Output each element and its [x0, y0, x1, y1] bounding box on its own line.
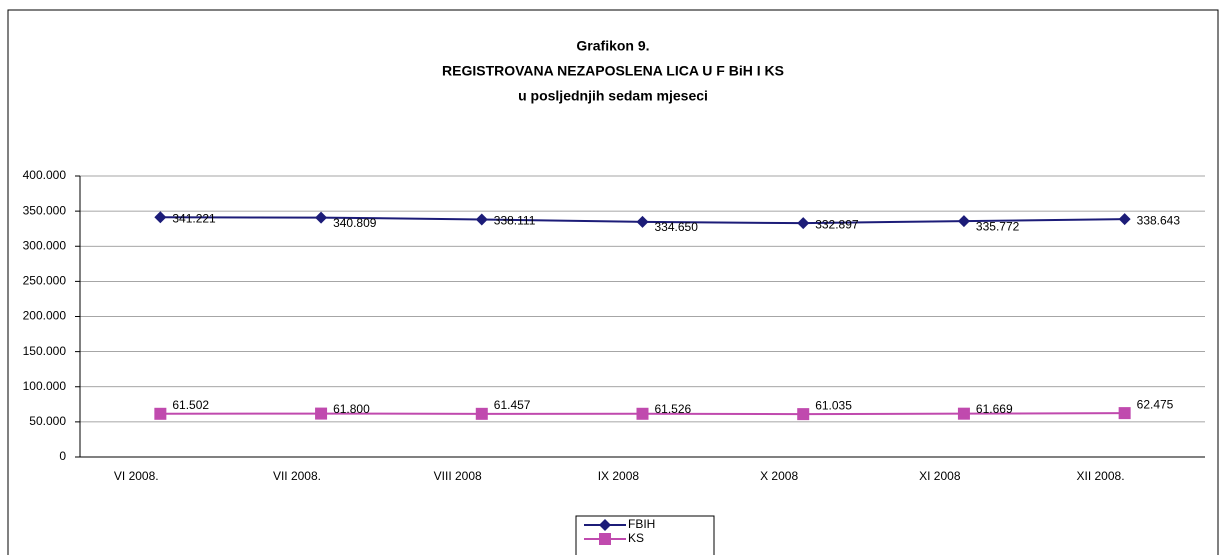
data-point: [957, 215, 970, 228]
legend-label: FBIH: [628, 517, 655, 531]
x-tick-label: XII 2008.: [1077, 469, 1125, 483]
data-point: [797, 217, 810, 230]
legend-marker: [599, 519, 611, 531]
chart-frame: [7, 9, 1219, 555]
y-tick-label: 350.000: [23, 203, 67, 217]
x-tick-label: VII 2008.: [273, 469, 321, 483]
data-point: [475, 213, 488, 226]
y-tick-label: 250.000: [23, 274, 67, 288]
data-point: [315, 407, 328, 420]
data-label: 61.526: [655, 402, 692, 416]
data-label: 338.643: [1137, 213, 1181, 227]
x-tick-label: VI 2008.: [114, 469, 159, 483]
data-point: [154, 407, 167, 420]
y-tick-label: 400.000: [23, 168, 67, 182]
data-point: [797, 408, 810, 421]
x-tick-label: VIII 2008: [434, 469, 482, 483]
data-label: 61.800: [333, 402, 370, 416]
chart-title: REGISTROVANA NEZAPOSLENA LICA U F BiH I …: [442, 63, 784, 79]
data-point: [475, 407, 488, 420]
data-label: 334.650: [655, 220, 699, 234]
data-label: 340.809: [333, 216, 377, 230]
data-label: 62.475: [1137, 397, 1174, 411]
data-point: [636, 215, 649, 228]
y-tick-label: 0: [59, 449, 66, 463]
data-label: 332.897: [815, 217, 859, 231]
data-point: [154, 211, 167, 224]
data-label: 341.221: [172, 211, 216, 225]
x-tick-label: XI 2008: [919, 469, 961, 483]
data-point: [1118, 213, 1131, 226]
legend-label: KS: [628, 531, 644, 545]
data-point: [636, 407, 649, 420]
y-tick-label: 200.000: [23, 309, 67, 323]
y-tick-label: 300.000: [23, 238, 67, 252]
data-label: 61.502: [172, 398, 209, 412]
chart-title: Grafikon 9.: [576, 38, 649, 54]
x-tick-label: IX 2008: [598, 469, 640, 483]
data-label: 338.111: [494, 214, 536, 228]
x-tick-label: X 2008: [760, 469, 798, 483]
legend-marker: [599, 533, 611, 545]
data-label: 335.772: [976, 219, 1020, 233]
chart-title: u posljednjih sedam mjeseci: [518, 88, 708, 104]
y-tick-label: 100.000: [23, 379, 67, 393]
data-point: [315, 211, 328, 224]
data-label: 61.035: [815, 398, 852, 412]
data-label: 61.669: [976, 402, 1013, 416]
data-point: [957, 407, 970, 420]
data-label: 61.457: [494, 398, 531, 412]
data-point: [1118, 407, 1131, 420]
y-tick-label: 150.000: [23, 344, 67, 358]
y-tick-label: 50.000: [29, 414, 66, 428]
